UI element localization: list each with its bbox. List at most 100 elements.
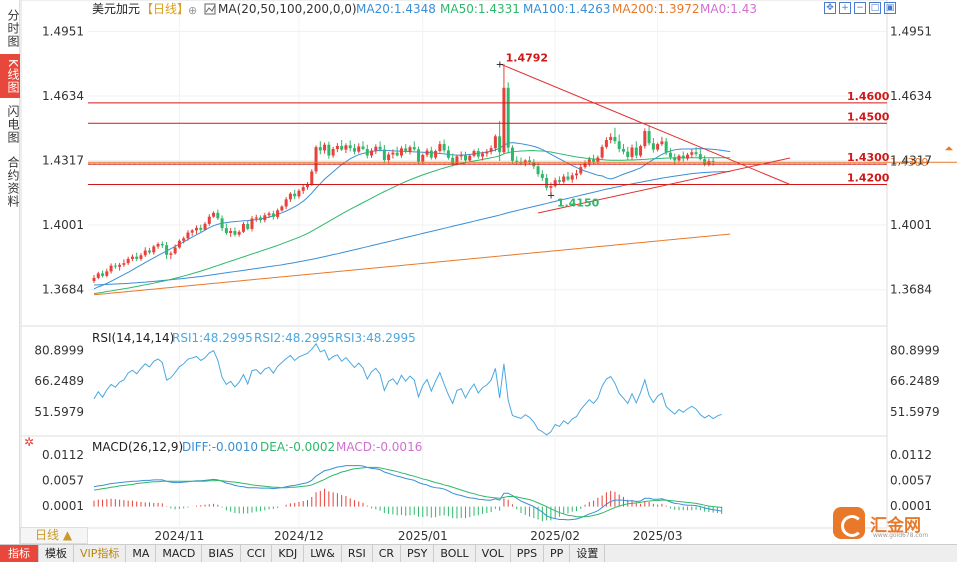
- x-tick-label: 2024/11: [154, 529, 204, 543]
- candle-body: [109, 265, 113, 272]
- candle-body: [459, 154, 463, 157]
- indicator-toolbar: 指标 模板 VIP指标 MA MACD BIAS CCI KDJ LW& RSI CR PSY BOLL…: [0, 544, 957, 562]
- toolbar-item-4[interactable]: MACD: [156, 544, 203, 562]
- indicator-chart-icon[interactable]: [204, 3, 216, 15]
- candle-body: [361, 146, 365, 149]
- zoom-in-icon[interactable]: +: [839, 2, 851, 14]
- annotation-marker: +: [547, 191, 555, 202]
- ma50-line: [93, 150, 731, 295]
- toolbar-item-5[interactable]: BIAS: [202, 544, 241, 562]
- candle-body: [399, 148, 403, 156]
- toolbar-item-11[interactable]: PSY: [401, 544, 435, 562]
- candle-body: [481, 153, 485, 157]
- tab-contract-info[interactable]: 合约资料: [6, 156, 20, 208]
- candle-body: [310, 171, 314, 185]
- candle-body: [442, 144, 446, 151]
- toolbar-item-0[interactable]: 指标: [0, 544, 39, 562]
- toolbar-item-7[interactable]: KDJ: [272, 544, 305, 562]
- tab-flash-chart[interactable]: 闪电图: [6, 104, 20, 144]
- macd-y-tick-left: 0.0057: [42, 473, 84, 487]
- candle-body: [583, 163, 587, 168]
- toolbar-item-8[interactable]: LW&: [304, 544, 342, 562]
- candle-body: [224, 228, 228, 234]
- toolbar-item-3[interactable]: MA: [126, 544, 157, 562]
- candle-body: [318, 147, 322, 151]
- move-icon[interactable]: ✥: [824, 2, 836, 14]
- logo-name: 汇金网: [870, 515, 921, 536]
- candle-body: [216, 212, 220, 219]
- candle-body: [673, 157, 677, 161]
- grid-lines: [88, 0, 887, 528]
- candle-body: [523, 160, 527, 164]
- candle-body: [194, 227, 198, 231]
- candle-body: [506, 87, 510, 148]
- candle-body: [698, 154, 702, 160]
- candle-body: [455, 156, 459, 164]
- toolbar-item-16[interactable]: 设置: [570, 544, 606, 562]
- candle-body: [96, 273, 100, 278]
- x-tick-label: 2025/02: [530, 529, 580, 543]
- candle-body: [536, 166, 540, 175]
- toolbar-item-1[interactable]: 模板: [39, 544, 74, 562]
- level-label: 1.4200: [847, 171, 890, 184]
- candle-body: [498, 136, 502, 153]
- candle-body: [587, 159, 591, 164]
- settings-icon[interactable]: ⊕: [188, 4, 197, 17]
- toolbar-item-13[interactable]: VOL: [476, 544, 511, 562]
- toolbar-item-15[interactable]: PP: [544, 544, 571, 562]
- fullscreen-icon[interactable]: □: [869, 2, 881, 14]
- candle-body: [677, 155, 681, 161]
- ma100-value: MA100:1.4263: [523, 2, 611, 16]
- main-y-tick-right: 1.4951: [890, 24, 932, 38]
- candle-body: [267, 213, 271, 216]
- zoom-out-icon[interactable]: −: [854, 2, 866, 14]
- candle-body: [613, 136, 617, 142]
- symbol-label: 美元加元: [92, 2, 140, 16]
- toolbar-item-14[interactable]: PPS: [511, 544, 545, 562]
- trendlines: +1.4792+1.4150: [496, 52, 791, 214]
- macd-params: MACD(26,12,9): [92, 440, 183, 454]
- candle-body: [647, 131, 651, 144]
- rsi-y-tick-left: 80.8999: [34, 344, 84, 358]
- current-price-label: 1.4309: [890, 156, 929, 169]
- candle-body: [468, 155, 472, 161]
- level-label: 1.4500: [847, 110, 890, 123]
- tab-timeshare[interactable]: 分时图: [6, 8, 20, 48]
- period-selector[interactable]: 日线 ▲: [20, 527, 88, 544]
- candle-body: [446, 150, 450, 158]
- tab-kline[interactable]: K线图: [0, 54, 20, 98]
- candle-body: [126, 258, 130, 264]
- macd-y-tick-right: 0.0112: [890, 448, 932, 462]
- toolbar-item-12[interactable]: BOLL: [434, 544, 476, 562]
- candle-body: [686, 154, 690, 159]
- x-tick-label: 2024/12: [274, 529, 324, 543]
- candle-body: [651, 143, 655, 150]
- candle-body: [169, 253, 173, 255]
- toolbar-item-6[interactable]: CCI: [241, 544, 273, 562]
- toolbar-item-2[interactable]: VIP指标: [74, 544, 127, 562]
- rsi2-value: RSI2:48.2995: [254, 331, 335, 345]
- candle-body: [301, 187, 305, 191]
- site-logo: 汇金网 www.gold678.com: [833, 506, 951, 540]
- candle-body: [160, 244, 164, 246]
- candle-body: [643, 131, 647, 147]
- candle-body: [263, 215, 267, 221]
- candle-body: [246, 224, 250, 229]
- expand-icon[interactable]: ▣: [884, 2, 896, 14]
- candle-body: [130, 256, 134, 259]
- candle-body: [391, 152, 395, 155]
- toolbar-item-9[interactable]: RSI: [342, 544, 373, 562]
- candle-body: [241, 224, 245, 232]
- toolbar-item-10[interactable]: CR: [373, 544, 402, 562]
- candle-body: [668, 152, 672, 158]
- x-tick-label: 2025/03: [633, 529, 683, 543]
- macd-dea-value: DEA:-0.0002: [260, 440, 335, 454]
- macd-settings-icon[interactable]: ✲: [24, 435, 34, 449]
- candle-body: [630, 147, 634, 157]
- candle-body: [600, 146, 604, 158]
- candle-body: [365, 148, 369, 156]
- candle-body: [626, 151, 630, 157]
- level-label: 1.4600: [847, 90, 890, 103]
- candle-body: [664, 141, 668, 153]
- candle-body: [135, 256, 139, 259]
